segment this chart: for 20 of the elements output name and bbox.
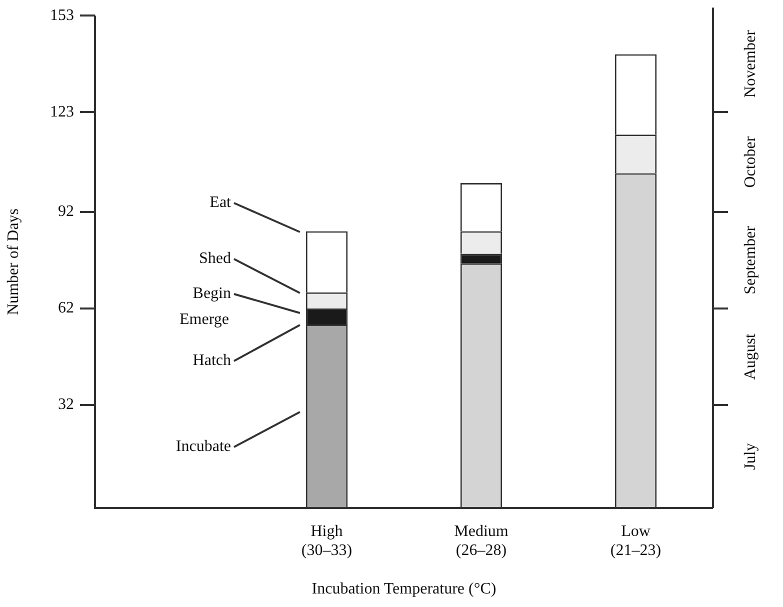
y-tick-label: 32 [58, 396, 74, 414]
text: July [742, 443, 760, 470]
annotation: Eat [210, 194, 232, 212]
annotation: Hatch [192, 352, 231, 370]
y-tick-label: 62 [58, 300, 74, 317]
x-tick-label: High (30–33) [301, 522, 352, 560]
text: September [742, 225, 760, 294]
y-tick-label: 153 [50, 6, 74, 24]
annotation: Shed [199, 250, 231, 268]
text: August [742, 333, 760, 380]
y-tick-label: 92 [58, 203, 74, 220]
y-axis-title: Number of Days [4, 208, 22, 316]
x-axis-title: Incubation Temperature (°C) [312, 580, 496, 598]
y-tick-label: 123 [50, 103, 74, 120]
x-tick-label: Low (21–23) [610, 522, 662, 560]
text: November [742, 29, 760, 98]
annotation: Incubate [176, 438, 231, 456]
annotation: Begin Emerge [180, 285, 231, 328]
x-tick-label: Medium (26–28) [454, 522, 509, 560]
text: October [742, 136, 760, 188]
